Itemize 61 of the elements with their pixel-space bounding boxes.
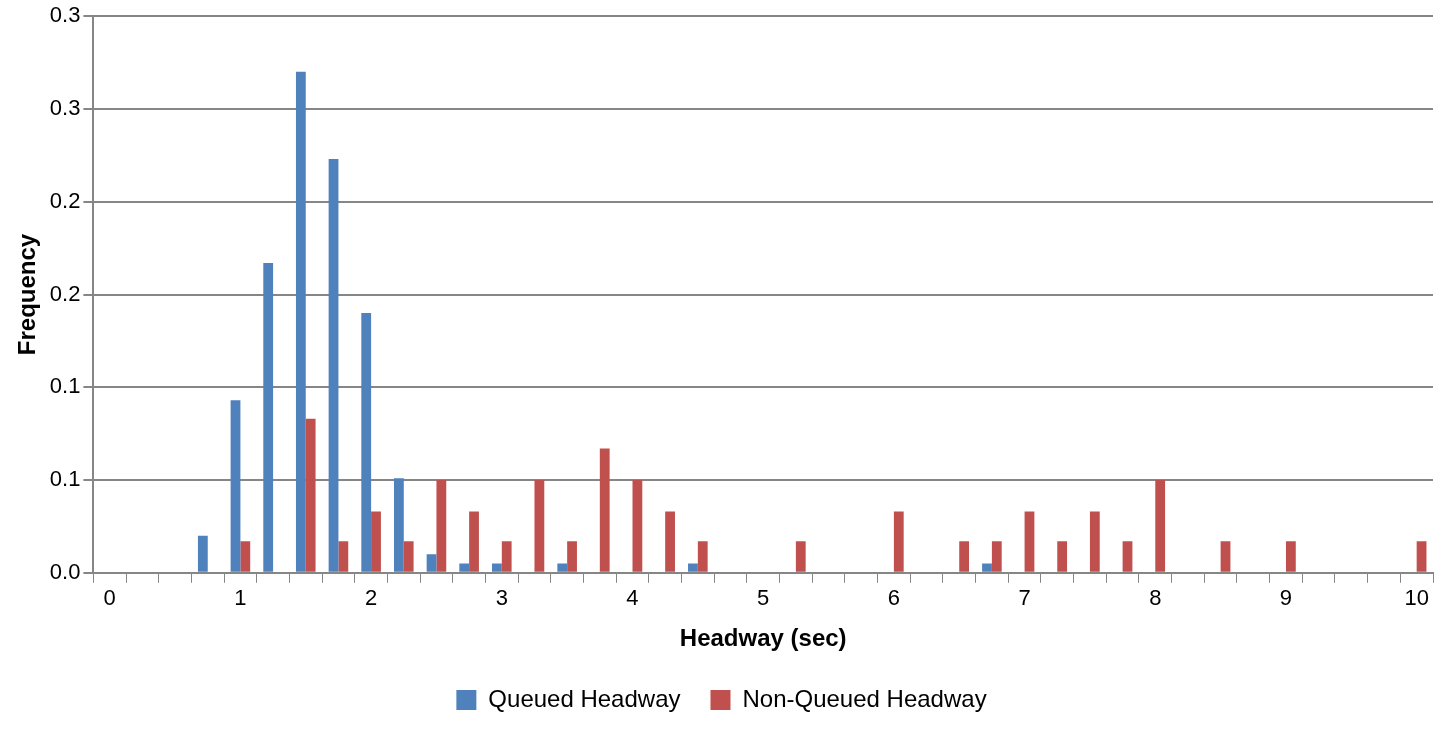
bar [403, 541, 414, 572]
bar [893, 511, 904, 572]
x-tick-label: 0 [103, 585, 116, 611]
bar [469, 511, 479, 572]
bar [688, 563, 698, 572]
bar [557, 563, 568, 572]
bar [567, 541, 577, 572]
bar [632, 480, 643, 572]
bar [1057, 541, 1068, 572]
bar [328, 159, 339, 572]
x-axis-title: Headway (sec) [679, 624, 847, 652]
bar [982, 563, 992, 572]
bar [436, 480, 447, 572]
y-tick-label: 0.1 [49, 466, 81, 492]
bar [338, 541, 349, 572]
y-tick-label: 0.1 [49, 373, 81, 399]
x-tick-label: 3 [495, 585, 508, 611]
bar [991, 541, 1002, 572]
bar [426, 554, 437, 572]
bar [197, 535, 208, 572]
bar [795, 541, 806, 572]
bar [295, 71, 306, 572]
bar [534, 480, 545, 572]
bar [665, 511, 675, 572]
bar [1122, 541, 1133, 572]
bar [501, 541, 512, 572]
bar [1024, 511, 1035, 572]
y-tick-label: 0.3 [49, 95, 81, 121]
bar [697, 541, 708, 572]
bar [230, 400, 241, 572]
bar [1155, 480, 1166, 572]
x-tick-label: 6 [887, 585, 901, 611]
x-tick-label: 1 [234, 585, 247, 611]
bar [599, 448, 610, 572]
x-tick-label: 2 [364, 585, 378, 611]
bar [1089, 511, 1100, 572]
y-tick-label: 0.0 [49, 558, 81, 584]
legend-label: Non-Queued Headway [742, 684, 987, 712]
x-tick-label: 5 [757, 585, 770, 611]
bar [959, 541, 970, 572]
x-tick-label: 7 [1018, 585, 1031, 611]
bar [1220, 541, 1231, 572]
y-axis-title: Frequency [13, 233, 41, 356]
y-tick-label: 0.2 [49, 280, 81, 306]
legend-label: Queued Headway [488, 684, 681, 712]
bar [1285, 541, 1296, 572]
bar [1416, 541, 1427, 572]
y-tick-label: 0.3 [49, 2, 81, 28]
bar [393, 478, 404, 572]
x-tick-label: 9 [1279, 585, 1293, 611]
bar [305, 418, 316, 572]
bar [240, 541, 251, 572]
x-tick-label: 4 [626, 585, 639, 611]
bar [371, 511, 381, 572]
y-tick-label: 0.2 [49, 187, 81, 213]
bar [361, 313, 372, 572]
x-tick-label: 10 [1404, 585, 1429, 611]
bar [263, 262, 274, 572]
bar [459, 563, 470, 572]
bar [492, 563, 502, 572]
x-tick-label: 8 [1149, 585, 1162, 611]
